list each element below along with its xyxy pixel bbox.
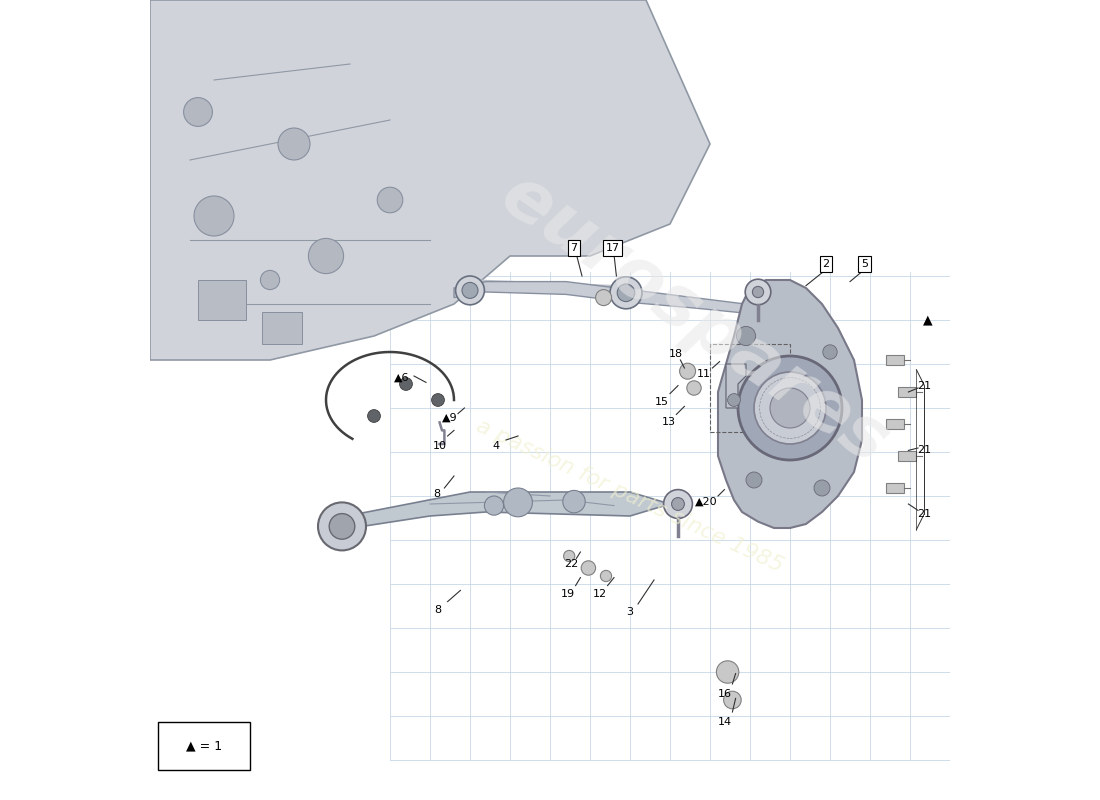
Bar bbox=[898, 387, 915, 397]
Circle shape bbox=[754, 372, 826, 444]
Bar bbox=[198, 280, 246, 320]
Text: 13: 13 bbox=[661, 418, 675, 427]
Text: 21: 21 bbox=[917, 445, 932, 454]
Polygon shape bbox=[718, 280, 862, 528]
Circle shape bbox=[595, 290, 612, 306]
Circle shape bbox=[617, 284, 635, 302]
Text: 5: 5 bbox=[861, 259, 868, 269]
Text: ▲9: ▲9 bbox=[442, 413, 458, 422]
Bar bbox=[262, 312, 303, 344]
Circle shape bbox=[194, 196, 234, 236]
Bar bbox=[710, 344, 790, 432]
Circle shape bbox=[814, 480, 830, 496]
Text: 22: 22 bbox=[563, 559, 578, 569]
Text: 16: 16 bbox=[717, 689, 732, 698]
FancyBboxPatch shape bbox=[158, 722, 250, 770]
Circle shape bbox=[738, 356, 842, 460]
Circle shape bbox=[504, 488, 532, 517]
Circle shape bbox=[184, 98, 212, 126]
Circle shape bbox=[462, 282, 478, 298]
Circle shape bbox=[318, 502, 366, 550]
Text: ▲ = 1: ▲ = 1 bbox=[186, 739, 222, 752]
Circle shape bbox=[329, 514, 355, 539]
Text: 21: 21 bbox=[917, 509, 932, 518]
Circle shape bbox=[367, 410, 381, 422]
Text: 21: 21 bbox=[917, 381, 932, 390]
Polygon shape bbox=[326, 492, 670, 532]
Text: 11: 11 bbox=[696, 370, 711, 379]
Circle shape bbox=[399, 378, 412, 390]
Text: eurospares: eurospares bbox=[487, 161, 901, 479]
Circle shape bbox=[716, 661, 739, 683]
Circle shape bbox=[308, 238, 343, 274]
Text: 18: 18 bbox=[669, 349, 683, 358]
Text: a passion for parts since 1985: a passion for parts since 1985 bbox=[473, 416, 786, 576]
Circle shape bbox=[727, 394, 740, 406]
Circle shape bbox=[431, 394, 444, 406]
Circle shape bbox=[663, 490, 692, 518]
Text: 12: 12 bbox=[593, 589, 607, 598]
Text: 8: 8 bbox=[432, 490, 440, 499]
Circle shape bbox=[377, 187, 403, 213]
Circle shape bbox=[455, 276, 484, 305]
Text: ▲6: ▲6 bbox=[394, 373, 409, 382]
Circle shape bbox=[278, 128, 310, 160]
Circle shape bbox=[736, 326, 756, 346]
Text: 3: 3 bbox=[627, 607, 634, 617]
Bar bbox=[886, 355, 903, 365]
Text: 14: 14 bbox=[717, 718, 732, 727]
Text: 17: 17 bbox=[605, 243, 619, 253]
Polygon shape bbox=[726, 364, 746, 408]
Text: ▲20: ▲20 bbox=[695, 497, 717, 506]
Polygon shape bbox=[150, 0, 710, 360]
Bar bbox=[886, 419, 903, 429]
Text: 19: 19 bbox=[561, 589, 574, 598]
Bar bbox=[898, 451, 915, 461]
Circle shape bbox=[823, 345, 837, 359]
Text: ▲: ▲ bbox=[923, 314, 933, 326]
Circle shape bbox=[581, 561, 595, 575]
Circle shape bbox=[610, 277, 642, 309]
Circle shape bbox=[601, 570, 612, 582]
Text: 2: 2 bbox=[823, 259, 829, 269]
Circle shape bbox=[484, 496, 504, 515]
Text: 15: 15 bbox=[654, 397, 669, 406]
Circle shape bbox=[686, 381, 701, 395]
Circle shape bbox=[746, 472, 762, 488]
Circle shape bbox=[563, 490, 585, 513]
Polygon shape bbox=[454, 282, 790, 316]
Circle shape bbox=[680, 363, 695, 379]
Circle shape bbox=[563, 550, 575, 562]
Text: 8: 8 bbox=[434, 605, 441, 614]
Text: 7: 7 bbox=[571, 243, 578, 253]
Circle shape bbox=[261, 270, 279, 290]
Circle shape bbox=[770, 388, 810, 428]
Text: 10: 10 bbox=[432, 441, 447, 450]
Circle shape bbox=[672, 498, 684, 510]
Circle shape bbox=[745, 279, 771, 305]
Circle shape bbox=[752, 286, 763, 298]
Text: 4: 4 bbox=[492, 441, 499, 450]
Circle shape bbox=[724, 691, 741, 709]
Bar bbox=[886, 483, 903, 493]
